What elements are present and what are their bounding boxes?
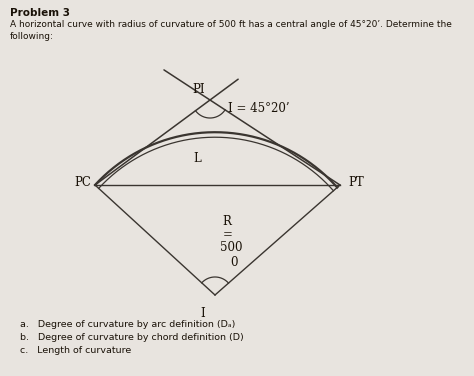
Text: b.   Degree of curvature by chord definition (D⁣): b. Degree of curvature by chord definiti…	[20, 333, 244, 342]
Text: following:: following:	[10, 32, 54, 41]
Text: 500: 500	[220, 241, 243, 254]
Text: a.   Degree of curvature by arc definition (Dₐ): a. Degree of curvature by arc definition…	[20, 320, 236, 329]
Text: I = 45°20’: I = 45°20’	[228, 102, 290, 115]
Text: PI: PI	[192, 83, 205, 96]
Text: A horizontal curve with radius of curvature of 500 ft has a central angle of 45°: A horizontal curve with radius of curvat…	[10, 20, 452, 29]
Text: L: L	[193, 152, 201, 165]
Text: =: =	[222, 228, 232, 241]
Text: PT: PT	[348, 176, 364, 190]
Text: 0: 0	[230, 256, 238, 269]
Text: R: R	[222, 215, 231, 228]
Text: c.   Length of curvature: c. Length of curvature	[20, 346, 131, 355]
Text: PC: PC	[74, 176, 91, 190]
Text: Problem 3: Problem 3	[10, 8, 70, 18]
Text: I: I	[201, 307, 205, 320]
